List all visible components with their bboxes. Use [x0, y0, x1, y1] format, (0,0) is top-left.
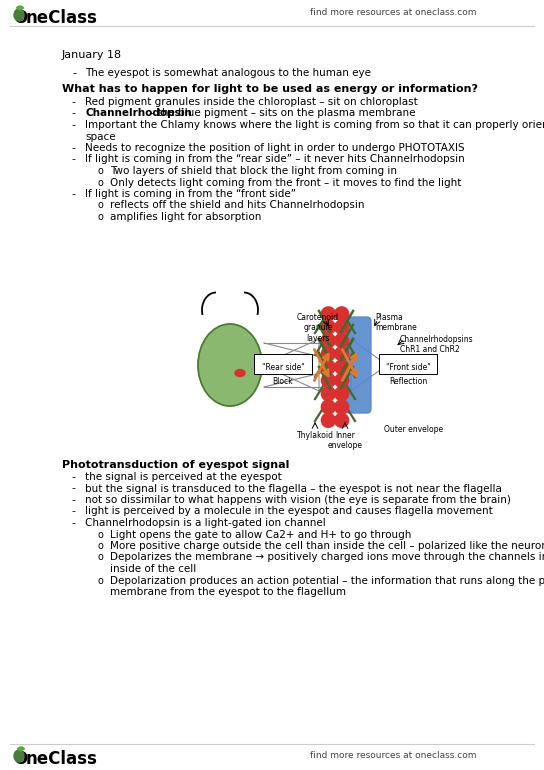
Text: -: - — [71, 155, 75, 165]
Text: If light is coming in from the “rear side” – it never hits Channelrhodopsin: If light is coming in from the “rear sid… — [85, 155, 465, 165]
Text: Outer envelope: Outer envelope — [384, 425, 443, 434]
Circle shape — [335, 320, 349, 334]
Text: -: - — [71, 507, 75, 517]
Circle shape — [322, 413, 335, 427]
Text: Channelrhodopsin: Channelrhodopsin — [85, 109, 191, 119]
Text: Two layers of shield that block the light from coming in: Two layers of shield that block the ligh… — [110, 166, 397, 176]
Text: Light opens the gate to allow Ca2+ and H+ to go through: Light opens the gate to allow Ca2+ and H… — [110, 530, 411, 540]
Text: O: O — [13, 9, 27, 27]
Text: neClass: neClass — [26, 9, 98, 27]
Ellipse shape — [14, 750, 24, 762]
Text: space: space — [85, 132, 116, 142]
Text: o: o — [97, 530, 103, 540]
Circle shape — [322, 307, 335, 321]
Text: -: - — [71, 109, 75, 119]
FancyBboxPatch shape — [254, 354, 312, 374]
Text: o: o — [97, 541, 103, 551]
Text: not so dissimilar to what happens with vision (the eye is separate from the brai: not so dissimilar to what happens with v… — [85, 495, 511, 505]
Text: but the signal is transduced to the flagella – the eyespot is not near the flage: but the signal is transduced to the flag… — [85, 484, 502, 494]
Circle shape — [322, 373, 335, 387]
FancyBboxPatch shape — [379, 354, 437, 374]
Text: o: o — [97, 178, 103, 188]
Text: -: - — [71, 518, 75, 528]
Text: -: - — [71, 97, 75, 107]
Text: -: - — [71, 484, 75, 494]
Text: reflects off the shield and hits Channelrhodopsin: reflects off the shield and hits Channel… — [110, 200, 364, 210]
Circle shape — [335, 360, 349, 374]
Ellipse shape — [14, 9, 24, 21]
Circle shape — [335, 373, 349, 387]
Text: Depolarizes the membrane → positively charged ions move through the channels int: Depolarizes the membrane → positively ch… — [110, 553, 544, 563]
Ellipse shape — [235, 370, 245, 377]
Text: -: - — [71, 143, 75, 153]
Text: the signal is perceived at the eyespot: the signal is perceived at the eyespot — [85, 472, 282, 482]
Text: -: - — [72, 68, 76, 78]
Text: -: - — [71, 189, 75, 199]
Text: o: o — [97, 212, 103, 222]
Circle shape — [322, 387, 335, 400]
Text: Channelrhodopsins
ChR1 and ChR2: Channelrhodopsins ChR1 and ChR2 — [400, 335, 474, 354]
Circle shape — [322, 400, 335, 414]
Text: Important the Chlamy knows where the light is coming from so that it can properl: Important the Chlamy knows where the lig… — [85, 120, 544, 130]
Text: "Front side": "Front side" — [386, 363, 430, 372]
Text: Thylakoid: Thylakoid — [296, 431, 333, 440]
Text: What has to happen for light to be used as energy or information?: What has to happen for light to be used … — [62, 84, 478, 94]
Text: "Rear side": "Rear side" — [262, 363, 305, 372]
Text: -: - — [71, 495, 75, 505]
Circle shape — [335, 333, 349, 347]
Wedge shape — [16, 6, 23, 10]
Text: Block: Block — [273, 377, 293, 386]
Text: -: - — [71, 120, 75, 130]
Text: neClass: neClass — [26, 750, 98, 768]
Text: Only detects light coming from the front – it moves to find the light: Only detects light coming from the front… — [110, 178, 461, 188]
Text: – the blue pigment – sits on the plasma membrane: – the blue pigment – sits on the plasma … — [146, 109, 416, 119]
Text: Channelrhodopsin is a light-gated ion channel: Channelrhodopsin is a light-gated ion ch… — [85, 518, 326, 528]
Text: Needs to recognize the position of light in order to undergo PHOTOTAXIS: Needs to recognize the position of light… — [85, 143, 465, 153]
Text: o: o — [97, 166, 103, 176]
Ellipse shape — [198, 324, 262, 406]
Text: find more resources at oneclass.com: find more resources at oneclass.com — [310, 751, 477, 760]
Text: amplifies light for absorption: amplifies light for absorption — [110, 212, 261, 222]
FancyBboxPatch shape — [345, 317, 371, 413]
Circle shape — [322, 360, 335, 374]
Text: light is perceived by a molecule in the eyespot and causes flagella movement: light is perceived by a molecule in the … — [85, 507, 493, 517]
Text: membrane from the eyespot to the flagellum: membrane from the eyespot to the flagell… — [110, 587, 346, 597]
Circle shape — [322, 333, 335, 347]
Circle shape — [335, 387, 349, 400]
Text: -: - — [71, 472, 75, 482]
Text: If light is coming in from the “front side”: If light is coming in from the “front si… — [85, 189, 296, 199]
Text: The eyespot is somewhat analogous to the human eye: The eyespot is somewhat analogous to the… — [85, 68, 371, 78]
Circle shape — [335, 400, 349, 414]
Text: o: o — [97, 200, 103, 210]
Circle shape — [322, 346, 335, 361]
Text: Depolarization produces an action potential – the information that runs along th: Depolarization produces an action potent… — [110, 575, 544, 585]
Text: Carotenoid
granule
layers: Carotenoid granule layers — [297, 313, 339, 343]
Text: Red pigment granules inside the chloroplast – sit on chloroplast: Red pigment granules inside the chloropl… — [85, 97, 418, 107]
Text: January 18: January 18 — [62, 50, 122, 60]
Text: More positive charge outside the cell than inside the cell – polarized like the : More positive charge outside the cell th… — [110, 541, 544, 551]
Text: o: o — [97, 575, 103, 585]
Circle shape — [335, 413, 349, 427]
Text: Inner
envelope: Inner envelope — [327, 431, 362, 450]
Text: Reflection: Reflection — [389, 377, 427, 386]
Circle shape — [322, 320, 335, 334]
Text: Plasma
membrane: Plasma membrane — [375, 313, 417, 333]
Circle shape — [335, 307, 349, 321]
Circle shape — [335, 346, 349, 361]
Text: Phototransduction of eyespot signal: Phototransduction of eyespot signal — [62, 460, 289, 470]
Text: find more resources at oneclass.com: find more resources at oneclass.com — [310, 8, 477, 17]
Text: inside of the cell: inside of the cell — [110, 564, 196, 574]
Text: o: o — [97, 553, 103, 563]
Wedge shape — [17, 747, 24, 751]
Text: O: O — [13, 750, 27, 768]
